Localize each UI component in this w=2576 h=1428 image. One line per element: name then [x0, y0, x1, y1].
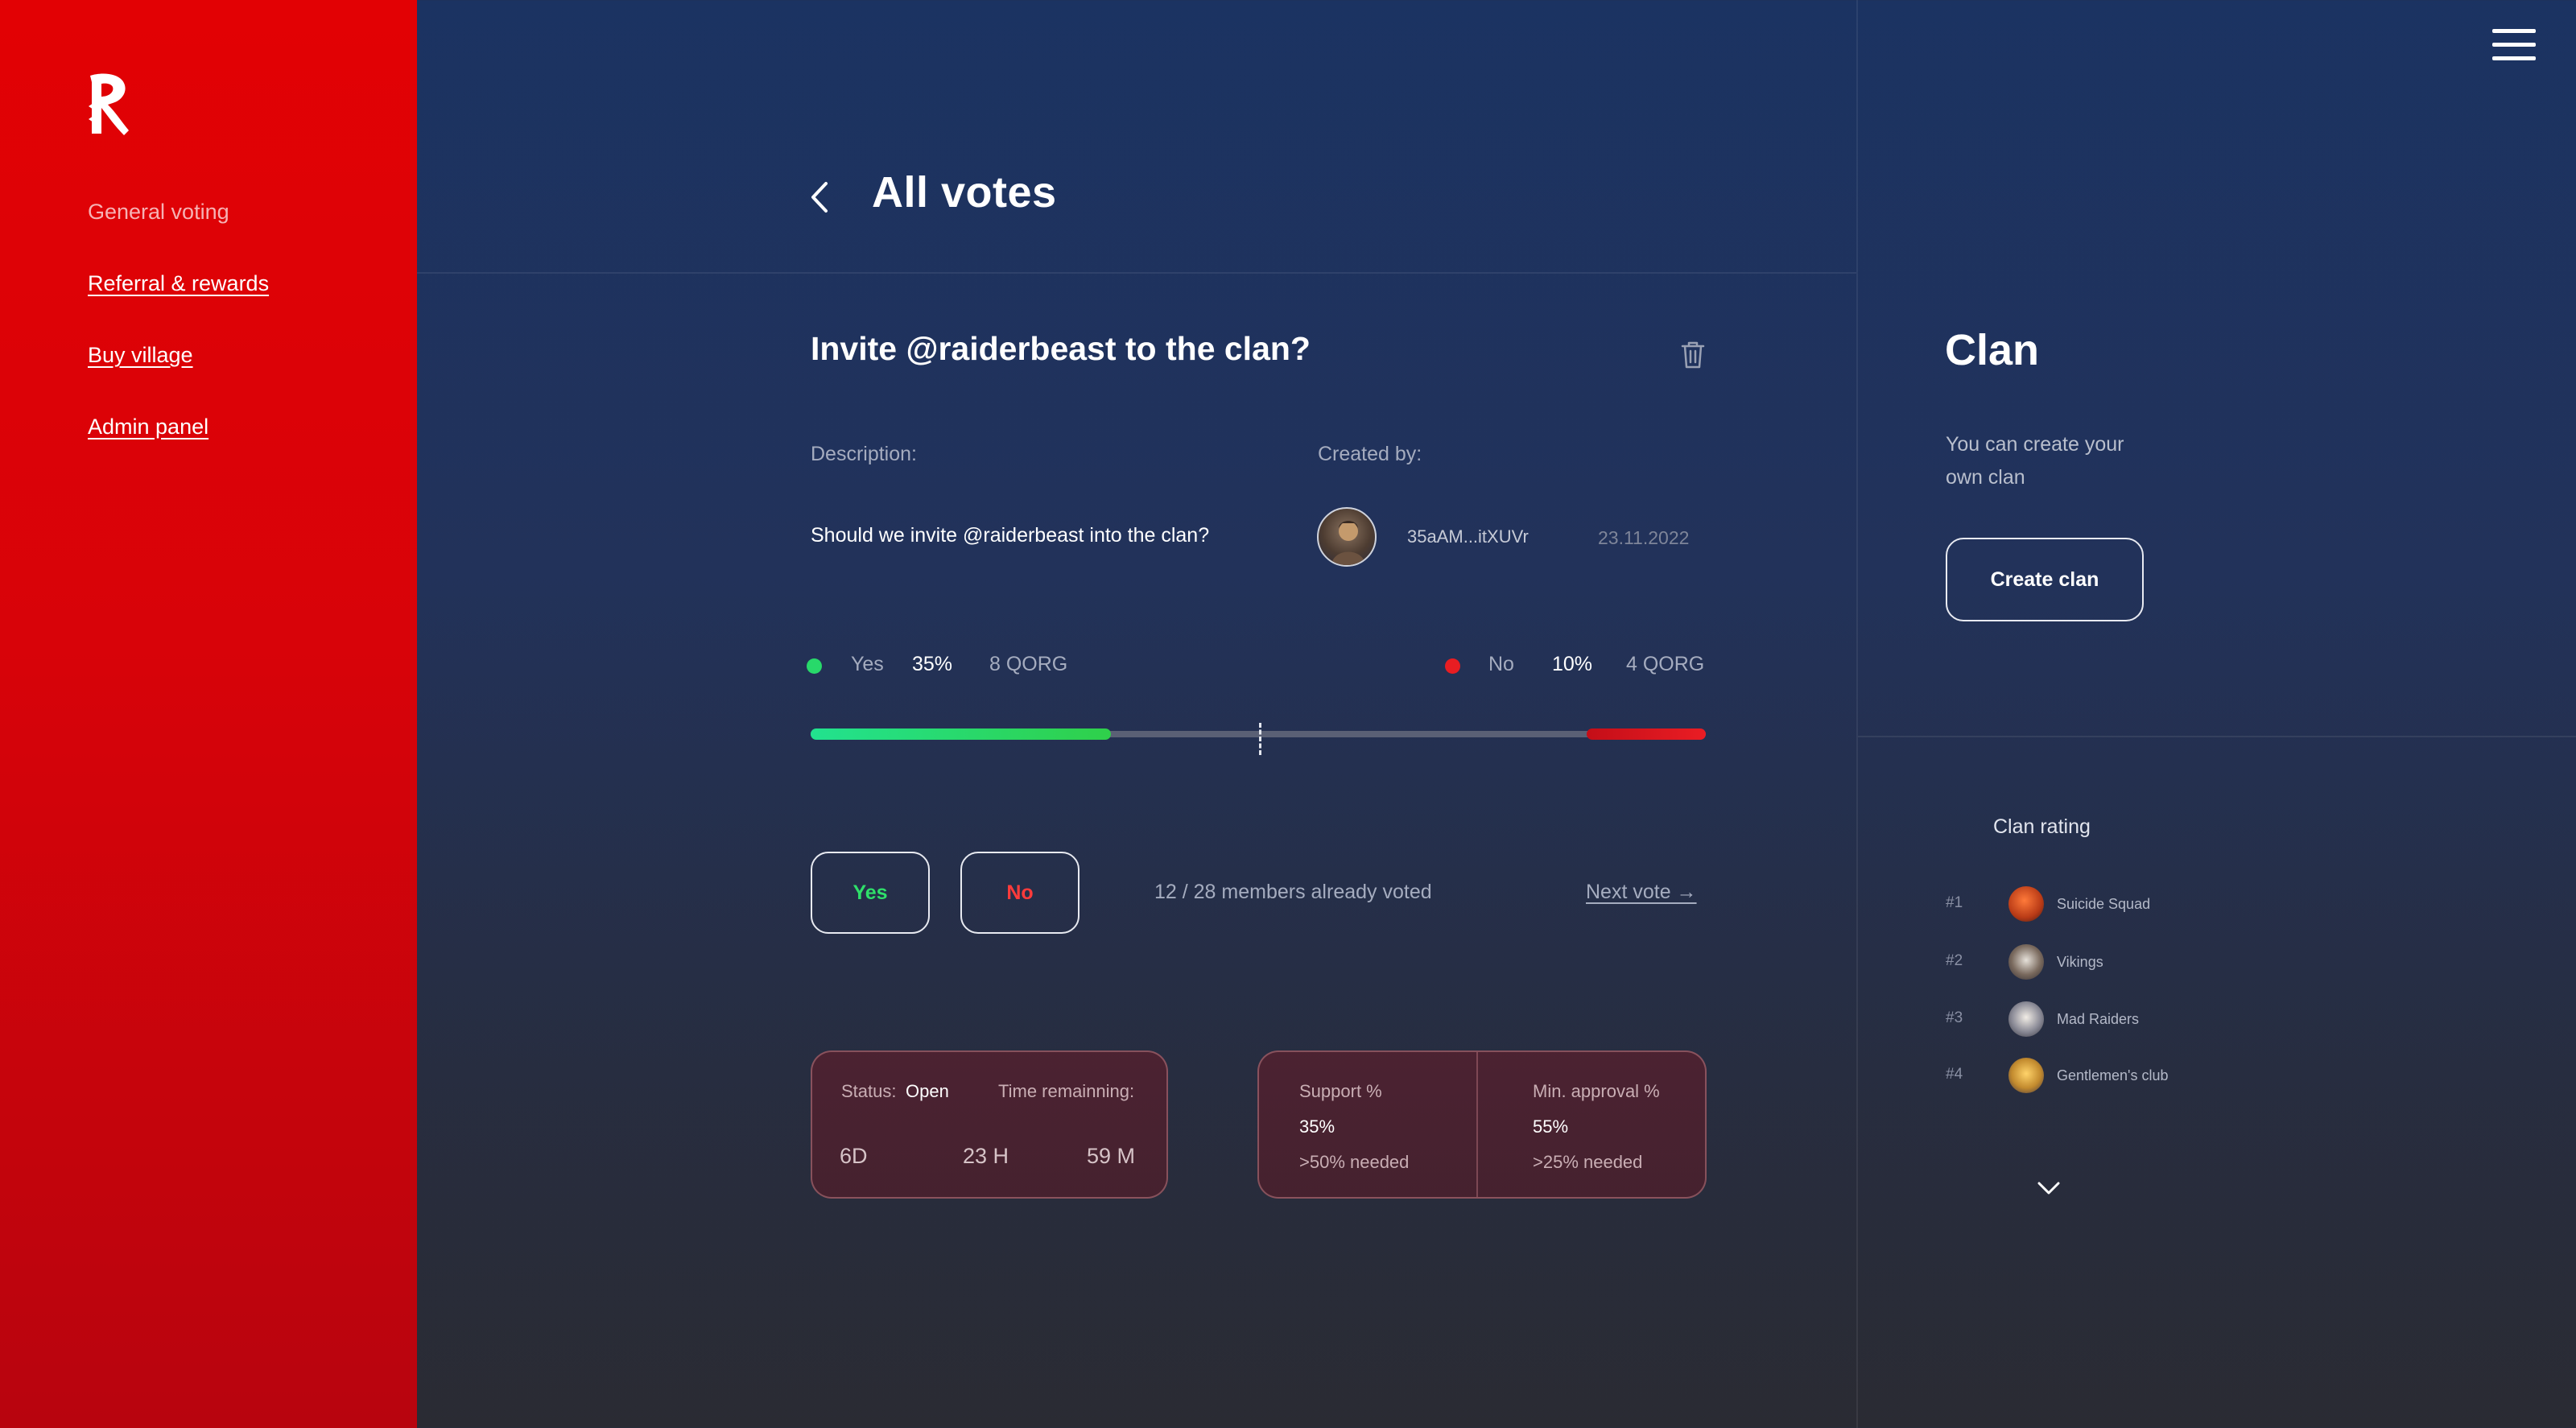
- clan-panel: Clan You can create your own clan Create…: [1856, 0, 2576, 1428]
- time-minutes: 59 M: [1087, 1144, 1136, 1168]
- creator-address[interactable]: 35aAM...itXUVr: [1407, 526, 1529, 547]
- clan-name: Suicide Squad: [2057, 896, 2151, 912]
- clan-title: Clan: [1945, 326, 2040, 374]
- chevron-down-icon[interactable]: [2036, 1178, 2062, 1198]
- clan-panel-divider: [1858, 736, 2576, 737]
- sidebar-item-admin-panel[interactable]: Admin panel: [88, 415, 209, 439]
- clan-rank: #2: [1946, 952, 1963, 969]
- sidebar-item-referral-rewards[interactable]: Referral & rewards: [88, 271, 270, 295]
- create-clan-button[interactable]: Create clan: [1946, 538, 2144, 621]
- created-by-label: Created by:: [1318, 443, 1422, 465]
- clan-rank: #1: [1946, 894, 1963, 911]
- sidebar: General voting Referral & rewards Buy vi…: [0, 0, 417, 1428]
- no-amount: 4 QORG: [1626, 653, 1705, 675]
- clan-avatar: [2008, 886, 2044, 922]
- page-title: All votes: [872, 168, 1057, 217]
- trash-icon[interactable]: [1679, 340, 1707, 370]
- approval-needed: >25% needed: [1533, 1152, 1643, 1172]
- hamburger-menu-icon[interactable]: [2492, 29, 2536, 61]
- yes-label: Yes: [851, 653, 884, 675]
- status-label: Status:: [841, 1081, 897, 1101]
- clan-rating-row[interactable]: #1 Suicide Squad: [1946, 885, 2284, 925]
- clan-rank: #3: [1946, 1009, 1963, 1026]
- created-date: 23.11.2022: [1598, 527, 1690, 548]
- main-content: All votes Invite @raiderbeast to the cla…: [417, 0, 1856, 1428]
- clan-rating-row[interactable]: #4 Gentlemen's club: [1946, 1056, 2284, 1096]
- yes-amount: 8 QORG: [989, 653, 1068, 675]
- header-divider: [417, 272, 1856, 274]
- yes-percent: 35%: [912, 653, 953, 675]
- members-voted-text: 12 / 28 members already voted: [1154, 881, 1432, 903]
- time-days: 6D: [840, 1144, 868, 1168]
- yes-dot-icon: [807, 658, 822, 674]
- approval-value: 55%: [1533, 1116, 1569, 1137]
- creator-avatar-icon: [1331, 521, 1365, 565]
- clan-subtitle: You can create your own clan: [1946, 433, 2124, 489]
- clan-rating-row[interactable]: #3 Mad Raiders: [1946, 1000, 2284, 1040]
- support-card: Support % 35% >50% needed Min. approval …: [1257, 1050, 1707, 1199]
- clan-avatar: [2008, 1058, 2044, 1093]
- sidebar-item-general-voting[interactable]: General voting: [88, 200, 229, 224]
- description-label: Description:: [811, 443, 917, 465]
- clan-avatar: [2008, 1001, 2044, 1037]
- vote-yes-button[interactable]: Yes: [811, 852, 930, 934]
- clan-rank: #4: [1946, 1066, 1963, 1083]
- approval-label: Min. approval %: [1533, 1081, 1660, 1101]
- support-label: Support %: [1299, 1081, 1382, 1101]
- status-value: Open: [906, 1081, 949, 1101]
- no-progress-fill: [1587, 728, 1706, 740]
- vote-progress-bar: [811, 728, 1706, 740]
- vote-title: Invite @raiderbeast to the clan?: [811, 330, 1311, 367]
- clan-rating-row[interactable]: #2 Vikings: [1946, 943, 2284, 983]
- status-card: Status: Open Time remainning: 6D 23 H 59…: [811, 1050, 1168, 1199]
- sidebar-item-buy-village[interactable]: Buy village: [88, 343, 193, 367]
- clan-rating-title: Clan rating: [1993, 815, 2091, 838]
- clan-avatar: [2008, 944, 2044, 980]
- clan-name: Mad Raiders: [2057, 1011, 2140, 1027]
- time-hours: 23 H: [963, 1144, 1009, 1168]
- no-percent: 10%: [1552, 653, 1593, 675]
- vote-description: Should we invite @raiderbeast into the c…: [811, 524, 1210, 547]
- no-dot-icon: [1445, 658, 1460, 674]
- next-vote-link[interactable]: Next vote →: [1586, 881, 1697, 903]
- clan-name: Vikings: [2057, 954, 2103, 970]
- time-remaining-label: Time remainning:: [998, 1081, 1135, 1101]
- yes-progress-fill: [811, 728, 1111, 740]
- clan-name: Gentlemen's club: [2057, 1067, 2169, 1083]
- raider-logo-icon[interactable]: [84, 71, 132, 138]
- vote-no-button[interactable]: No: [960, 852, 1080, 934]
- support-value: 35%: [1299, 1116, 1335, 1137]
- support-card-divider: [1476, 1052, 1478, 1197]
- no-label: No: [1488, 653, 1514, 675]
- progress-midpoint-marker: [1259, 723, 1261, 755]
- creator-avatar[interactable]: [1317, 507, 1377, 567]
- support-needed: >50% needed: [1299, 1152, 1410, 1172]
- chevron-left-icon[interactable]: [807, 179, 831, 216]
